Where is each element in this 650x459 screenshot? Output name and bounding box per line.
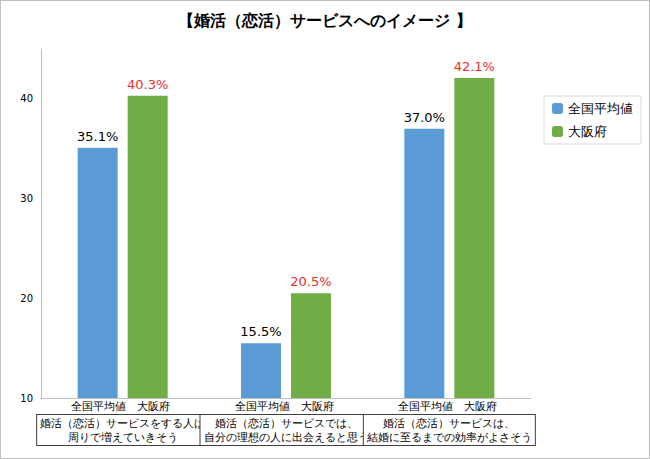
- svg-text:周りで増えていきそう: 周りで増えていきそう: [68, 431, 178, 444]
- svg-text:20: 20: [20, 293, 33, 304]
- svg-text:全国平均値: 全国平均値: [71, 400, 126, 413]
- svg-text:40: 40: [20, 93, 33, 104]
- svg-text:大阪府: 大阪府: [464, 400, 497, 413]
- svg-text:35.1%: 35.1%: [77, 129, 118, 144]
- svg-text:【婚活（恋活）サービスへのイメージ 】: 【婚活（恋活）サービスへのイメージ 】: [178, 11, 472, 30]
- svg-text:婚活（恋活）サービスでは、: 婚活（恋活）サービスでは、: [215, 417, 358, 429]
- svg-text:30: 30: [20, 193, 33, 204]
- svg-text:37.0%: 37.0%: [404, 110, 445, 125]
- svg-text:婚活（恋活）サービスは、: 婚活（恋活）サービスは、: [383, 417, 515, 429]
- svg-text:42.1%: 42.1%: [454, 59, 495, 74]
- svg-text:15.5%: 15.5%: [240, 324, 281, 339]
- svg-text:全国平均値: 全国平均値: [568, 101, 633, 116]
- svg-text:自分の理想の人に出会えると思う: 自分の理想の人に出会えると思う: [204, 431, 369, 444]
- svg-text:大阪府: 大阪府: [301, 400, 334, 413]
- svg-text:全国平均値: 全国平均値: [398, 400, 453, 413]
- svg-text:20.5%: 20.5%: [290, 274, 331, 289]
- svg-text:40.3%: 40.3%: [127, 77, 168, 92]
- svg-text:大阪府: 大阪府: [568, 124, 607, 139]
- svg-text:結婚に至るまでの効率がよさそう: 結婚に至るまでの効率がよさそう: [366, 431, 532, 444]
- svg-text:10: 10: [20, 393, 33, 404]
- svg-text:全国平均値: 全国平均値: [235, 400, 290, 413]
- svg-text:大阪府: 大阪府: [137, 400, 170, 413]
- svg-text:婚活（恋活）サービスをする人は: 婚活（恋活）サービスをする人は: [40, 417, 205, 430]
